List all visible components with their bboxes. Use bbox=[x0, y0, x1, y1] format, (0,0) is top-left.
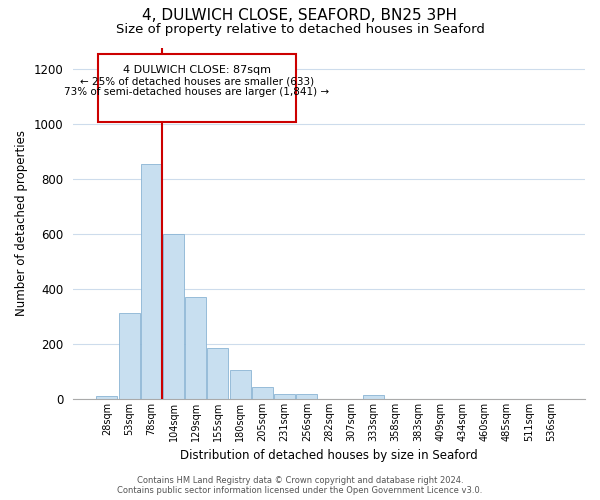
Bar bbox=[185, 298, 206, 399]
Text: Contains HM Land Registry data © Crown copyright and database right 2024.
Contai: Contains HM Land Registry data © Crown c… bbox=[118, 476, 482, 495]
Bar bbox=[208, 348, 229, 399]
Bar bbox=[141, 164, 162, 399]
FancyBboxPatch shape bbox=[98, 54, 296, 122]
Text: Size of property relative to detached houses in Seaford: Size of property relative to detached ho… bbox=[116, 22, 484, 36]
Text: ← 25% of detached houses are smaller (633): ← 25% of detached houses are smaller (63… bbox=[80, 76, 314, 86]
Bar bbox=[96, 396, 118, 399]
Bar bbox=[363, 395, 384, 399]
Bar bbox=[274, 394, 295, 399]
Y-axis label: Number of detached properties: Number of detached properties bbox=[15, 130, 28, 316]
Bar bbox=[163, 234, 184, 399]
Bar bbox=[296, 394, 317, 399]
Bar bbox=[252, 386, 273, 399]
Text: 4 DULWICH CLOSE: 87sqm: 4 DULWICH CLOSE: 87sqm bbox=[123, 66, 271, 76]
Text: 73% of semi-detached houses are larger (1,841) →: 73% of semi-detached houses are larger (… bbox=[64, 88, 329, 98]
Text: 4, DULWICH CLOSE, SEAFORD, BN25 3PH: 4, DULWICH CLOSE, SEAFORD, BN25 3PH bbox=[143, 8, 458, 22]
Bar bbox=[230, 370, 251, 399]
X-axis label: Distribution of detached houses by size in Seaford: Distribution of detached houses by size … bbox=[180, 450, 478, 462]
Bar bbox=[119, 312, 140, 399]
